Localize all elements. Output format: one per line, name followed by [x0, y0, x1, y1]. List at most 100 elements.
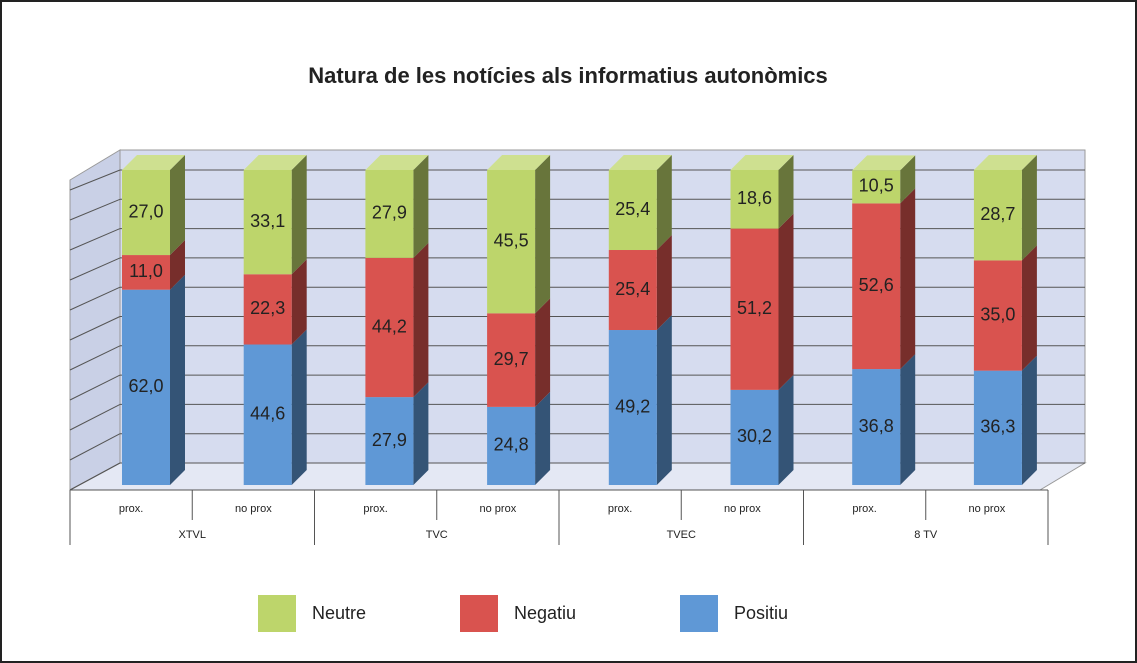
grid-line: [69, 198, 121, 221]
x-tick-label: no prox: [969, 503, 1006, 515]
group-label: TVEC: [667, 529, 696, 541]
bar-top: [487, 155, 551, 170]
bar: [243, 170, 292, 275]
bar-side: [1021, 355, 1037, 485]
bar: [852, 369, 901, 485]
bar: [243, 344, 292, 485]
bar: [487, 313, 536, 407]
bar: [973, 260, 1022, 371]
bar-side: [656, 235, 672, 331]
bar-side: [535, 298, 551, 407]
bar: [730, 389, 779, 485]
value-label: 22,3: [250, 298, 285, 318]
x-tick-label: no prox: [480, 503, 517, 515]
bar-side: [291, 259, 307, 345]
legend-swatch: [680, 595, 718, 632]
value-label: 52,6: [859, 275, 894, 295]
value-label: 45,5: [494, 230, 529, 250]
bar: [365, 397, 414, 485]
bar-side: [413, 242, 429, 398]
grid-line: [69, 228, 121, 251]
bar: [122, 289, 170, 485]
value-label: 44,6: [250, 404, 285, 424]
group-label: 8 TV: [914, 529, 938, 541]
value-label: 24,8: [494, 435, 529, 455]
group-label: XTVL: [178, 529, 206, 541]
bar-top: [365, 155, 429, 170]
bar-side: [535, 155, 551, 314]
value-label: 30,2: [737, 426, 772, 446]
bar-top: [973, 155, 1037, 170]
bar: [608, 250, 657, 331]
bar-top: [730, 155, 794, 170]
bar-side: [778, 374, 794, 485]
value-label: 29,7: [494, 349, 529, 369]
bar: [852, 203, 901, 370]
bar-side: [656, 315, 672, 485]
bar-side: [778, 213, 794, 390]
value-label: 36,8: [859, 416, 894, 436]
bar: [608, 330, 657, 485]
value-label: 25,4: [615, 199, 650, 219]
bar-side: [291, 329, 307, 485]
value-label: 35,0: [980, 304, 1015, 324]
bar: [730, 228, 779, 390]
x-tick-label: prox.: [119, 503, 143, 515]
value-label: 25,4: [615, 279, 650, 299]
value-label: 51,2: [737, 298, 772, 318]
bar-top: [852, 155, 916, 171]
value-label: 36,3: [980, 417, 1015, 437]
group-label: TVC: [426, 529, 448, 541]
bar-side: [413, 382, 429, 485]
grid-line: [69, 169, 121, 191]
grid-line: [69, 403, 121, 431]
value-label: 27,9: [372, 203, 407, 223]
bar: [487, 406, 536, 485]
bar-side: [900, 188, 916, 370]
value-label: 49,2: [615, 396, 650, 416]
value-label: 10,5: [859, 176, 894, 196]
bar: [973, 170, 1022, 261]
value-label: 44,2: [372, 316, 407, 336]
legend-label: Negatiu: [514, 603, 576, 623]
bar-side: [170, 155, 185, 256]
bar: [365, 257, 414, 398]
value-label: 27,9: [372, 430, 407, 450]
bar-side: [656, 155, 672, 251]
bar: [487, 170, 536, 314]
bar: [122, 255, 170, 290]
bar-side: [900, 155, 916, 204]
bar-top: [122, 155, 185, 170]
legend-label: Neutre: [312, 603, 366, 623]
x-tick-label: no prox: [235, 503, 272, 515]
grid-line: [69, 462, 121, 491]
grid-line: [69, 286, 121, 311]
legend-swatch: [460, 595, 498, 632]
value-label: 33,1: [250, 211, 285, 231]
value-label: 18,6: [737, 188, 772, 208]
x-tick-label: no prox: [724, 503, 761, 515]
value-label: 11,0: [129, 261, 163, 281]
bar: [122, 170, 170, 256]
grid-line: [69, 316, 121, 341]
bar-side: [413, 155, 429, 258]
value-label: 27,0: [128, 201, 163, 221]
bar: [852, 170, 901, 204]
chart-title: Natura de les notícies als informatius a…: [308, 63, 828, 88]
legend-label: Positiu: [734, 603, 788, 623]
bar: [973, 370, 1022, 485]
bar: [243, 274, 292, 345]
bar-top: [243, 155, 307, 170]
bar: [608, 170, 657, 251]
grid-line: [69, 345, 121, 371]
legend-swatch: [258, 595, 296, 632]
grid-line: [69, 433, 121, 461]
bar-side: [1021, 155, 1037, 261]
bar-side: [170, 274, 185, 485]
value-label: 62,0: [128, 376, 163, 396]
bar-top: [608, 155, 672, 170]
bar-side: [1021, 245, 1037, 371]
bar-side: [778, 155, 794, 229]
bar: [365, 170, 414, 258]
